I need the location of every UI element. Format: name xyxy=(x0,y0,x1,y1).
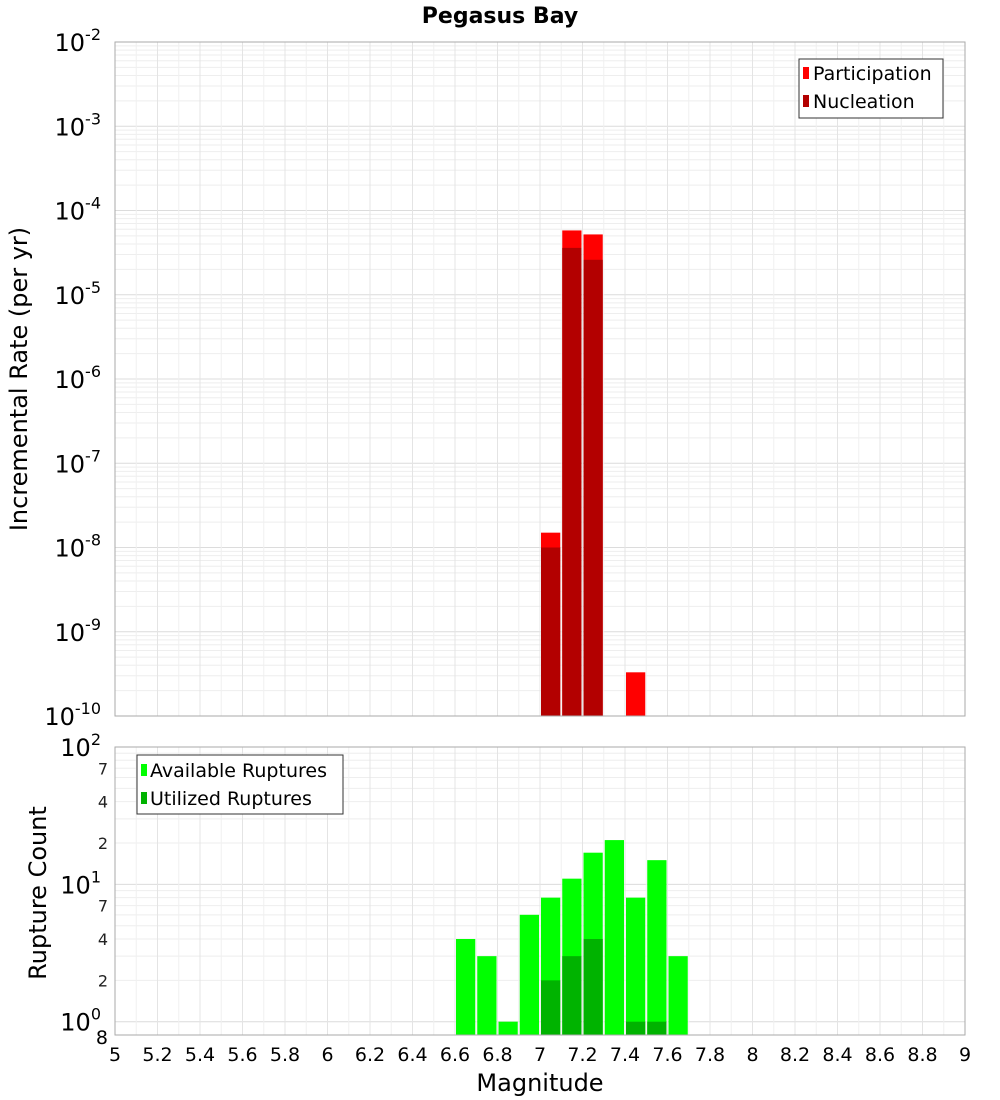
x-tick-label: 8 xyxy=(746,1044,758,1066)
y-tick-label: 101 xyxy=(60,867,101,899)
bar xyxy=(626,897,646,1035)
y-minor-label: 2 xyxy=(98,834,108,853)
chart-title: Pegasus Bay xyxy=(422,4,578,29)
x-tick-label: 5.2 xyxy=(142,1044,172,1066)
legend-frame xyxy=(136,754,344,815)
y-tick-label: 10-8 xyxy=(55,531,102,563)
x-tick-label: 7.8 xyxy=(695,1044,725,1066)
bar xyxy=(583,939,603,1035)
legend: Participation Nucleation xyxy=(798,58,944,119)
x-tick-label: 6.4 xyxy=(397,1044,427,1066)
x-tick-label: 6 xyxy=(321,1044,333,1066)
bar xyxy=(583,259,603,716)
bar xyxy=(626,1021,646,1035)
y-tick-label: 10-7 xyxy=(55,446,102,478)
legend-frame xyxy=(798,58,944,119)
y-tick-label: 102 xyxy=(60,730,101,762)
x-tick-label: 5 xyxy=(109,1044,121,1066)
plot-frame xyxy=(114,746,966,1036)
y-tick-label: 10-10 xyxy=(44,699,101,731)
x-tick-label: 7 xyxy=(534,1044,546,1066)
x-tick-label: 7.4 xyxy=(610,1044,640,1066)
y-axis-label: Rupture Count xyxy=(24,806,52,980)
x-tick-label: 5.6 xyxy=(227,1044,257,1066)
y-minor-label: 2 xyxy=(98,971,108,990)
y-axis-label: Incremental Rate (per yr) xyxy=(5,227,33,531)
x-tick-label: 5.4 xyxy=(185,1044,215,1066)
bar xyxy=(456,939,476,1035)
grid xyxy=(114,42,966,717)
x-tick-label: 8.6 xyxy=(865,1044,895,1066)
x-tick-label: 7.2 xyxy=(567,1044,597,1066)
y-tick-label: 10-2 xyxy=(55,25,102,57)
bar xyxy=(541,980,561,1035)
y-minor-label: 4 xyxy=(98,930,108,949)
x-tick-label: 8.8 xyxy=(907,1044,937,1066)
bar xyxy=(519,914,539,1035)
legend-item: Participation xyxy=(813,63,932,85)
y-minor-label: 7 xyxy=(98,897,108,916)
bar xyxy=(647,860,667,1035)
bar xyxy=(562,247,582,716)
legend-item: Available Ruptures xyxy=(150,760,327,782)
legend-item: Nucleation xyxy=(813,91,915,113)
y-tick-label: 100 xyxy=(60,1005,101,1037)
top-panel: 10-10 10-9 10-8 10-7 10-6 10-5 10-4 10-3 10-2 Peg… xyxy=(5,4,966,731)
x-tick-label: 8.4 xyxy=(822,1044,852,1066)
y-tick-label: 10-5 xyxy=(55,278,102,310)
y-minor-label: 7 xyxy=(98,759,108,778)
bottom-panel: 100 101 102 8 2 4 7 2 4 7 5 5.2 5.4 5.6 5.8 6 6.2 6.4 6.6 6… xyxy=(24,730,971,1097)
legend-swatch xyxy=(141,792,147,804)
legend-swatch xyxy=(803,67,809,79)
legend-item: Utilized Ruptures xyxy=(150,788,312,810)
y-tick-label: 10-4 xyxy=(55,194,102,226)
y-minor-label: 8 xyxy=(96,1027,108,1049)
y-tick-label: 10-9 xyxy=(55,615,102,647)
series-nucleation xyxy=(541,247,603,716)
x-tick-label: 7.6 xyxy=(652,1044,682,1066)
y-minor-label: 4 xyxy=(98,793,108,812)
bar xyxy=(498,1021,518,1035)
bar xyxy=(647,1021,667,1035)
plot-frame xyxy=(114,41,966,717)
series-utilized-ruptures xyxy=(541,939,667,1035)
bar xyxy=(668,956,688,1035)
bar xyxy=(604,840,624,1035)
bar xyxy=(562,956,582,1035)
x-tick-label: 5.8 xyxy=(270,1044,300,1066)
x-axis-label: Magnitude xyxy=(476,1069,603,1097)
bar xyxy=(541,547,561,716)
x-tick-label: 6.2 xyxy=(355,1044,385,1066)
legend-swatch xyxy=(141,764,147,776)
x-tick-label: 6.8 xyxy=(482,1044,512,1066)
legend-swatch xyxy=(803,95,809,107)
x-tick-label: 9 xyxy=(959,1044,971,1066)
bar xyxy=(626,672,646,716)
y-tick-label: 10-3 xyxy=(55,109,102,141)
x-tick-label: 6.6 xyxy=(440,1044,470,1066)
legend: Available Ruptures Utilized Ruptures xyxy=(136,754,344,815)
y-tick-label: 10-6 xyxy=(55,362,102,394)
bar xyxy=(477,956,497,1035)
x-tick-label: 8.2 xyxy=(780,1044,810,1066)
